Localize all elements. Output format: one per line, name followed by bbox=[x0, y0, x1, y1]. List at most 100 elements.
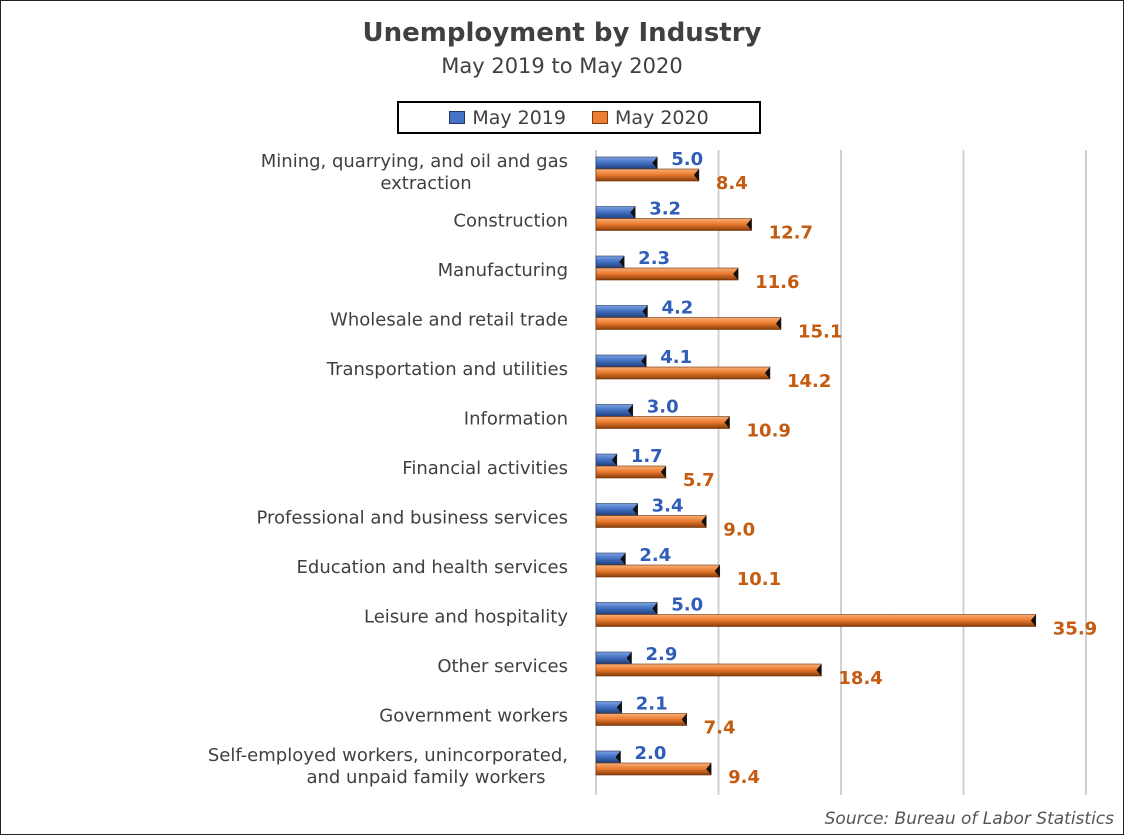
bar-may-2019-5 bbox=[595, 404, 634, 417]
bar-cap-1-10 bbox=[816, 664, 822, 676]
bar-cap-1-8 bbox=[714, 565, 720, 577]
bar-cap-0-4 bbox=[641, 355, 647, 367]
bar-cap-1-12 bbox=[706, 763, 712, 775]
bar-may-2019-10 bbox=[595, 651, 632, 665]
category-label-0: Mining, quarrying, and oil and gas extrac… bbox=[261, 151, 568, 194]
bar-cap-0-3 bbox=[642, 305, 648, 318]
bar-may-2019-3 bbox=[595, 305, 648, 318]
data-label-may-2019-2: 2.3 bbox=[638, 248, 670, 269]
bar-may-2020-8 bbox=[595, 564, 721, 578]
bar-cap-0-6 bbox=[611, 454, 617, 466]
category-label-6: Financial activities bbox=[402, 458, 568, 479]
category-label-line: extraction bbox=[380, 173, 471, 194]
data-label-may-2019-7: 3.4 bbox=[652, 496, 684, 517]
bar-may-2020-2 bbox=[595, 267, 739, 281]
bar-cap-1-5 bbox=[724, 416, 730, 429]
legend-label-may-2020: May 2020 bbox=[615, 106, 709, 129]
data-label-may-2019-8: 2.4 bbox=[639, 545, 671, 566]
bar-cap-0-12 bbox=[615, 751, 621, 763]
bar-may-2019-1 bbox=[595, 206, 636, 219]
bar-may-2020-9 bbox=[595, 614, 1037, 627]
category-label-3: Wholesale and retail trade bbox=[330, 310, 568, 331]
bar-may-2019-0 bbox=[595, 156, 658, 170]
chart-subtitle: May 2019 to May 2020 bbox=[441, 54, 683, 78]
data-label-may-2020-0: 8.4 bbox=[716, 173, 748, 194]
data-label-may-2020-4: 14.2 bbox=[787, 371, 831, 392]
bar-may-2020-3 bbox=[595, 317, 782, 330]
data-label-may-2020-2: 11.6 bbox=[755, 272, 799, 293]
bar-may-2020-4 bbox=[595, 366, 771, 380]
category-label-2: Manufacturing bbox=[438, 260, 568, 281]
data-label-may-2020-10: 18.4 bbox=[838, 668, 882, 689]
bar-cap-0-8 bbox=[620, 553, 626, 565]
legend-swatch-may-2019 bbox=[449, 111, 466, 124]
bar-may-2019-7 bbox=[595, 503, 638, 516]
data-label-may-2019-1: 3.2 bbox=[649, 199, 681, 220]
data-label-may-2020-11: 7.4 bbox=[704, 718, 736, 739]
bar-may-2020-12 bbox=[595, 762, 712, 776]
data-label-may-2019-11: 2.1 bbox=[636, 694, 668, 715]
bar-may-2020-10 bbox=[595, 663, 822, 677]
category-label-1: Construction bbox=[453, 211, 568, 232]
legend-item-may-2020: May 2020 bbox=[592, 107, 709, 129]
bar-may-2020-5 bbox=[595, 416, 730, 429]
data-label-may-2020-7: 9.0 bbox=[723, 520, 755, 541]
bar-cap-1-4 bbox=[764, 367, 770, 379]
bar-cap-1-3 bbox=[775, 317, 781, 330]
category-label-8: Education and health services bbox=[297, 557, 568, 578]
bar-cap-0-5 bbox=[627, 404, 633, 417]
data-label-may-2019-9: 5.0 bbox=[671, 595, 703, 616]
bar-may-2020-0 bbox=[595, 168, 700, 182]
bar-cap-1-11 bbox=[681, 713, 687, 726]
data-label-may-2019-6: 1.7 bbox=[631, 446, 663, 467]
category-label-7: Professional and business services bbox=[256, 508, 568, 529]
category-label-line: and unpaid family workers bbox=[306, 767, 545, 788]
category-label-11: Government workers bbox=[379, 706, 568, 727]
data-label-may-2019-4: 4.1 bbox=[660, 347, 692, 368]
data-label-may-2020-1: 12.7 bbox=[769, 223, 813, 244]
bar-may-2019-4 bbox=[595, 354, 647, 368]
legend-item-may-2019: May 2019 bbox=[449, 107, 566, 129]
legend-swatch-may-2020 bbox=[592, 111, 608, 124]
bar-may-2019-9 bbox=[595, 602, 658, 615]
bar-may-2020-7 bbox=[595, 515, 707, 528]
bar-cap-1-9 bbox=[1030, 614, 1036, 627]
data-label-may-2019-12: 2.0 bbox=[635, 743, 667, 764]
bar-cap-0-0 bbox=[652, 157, 658, 169]
source-note: Source: Bureau of Labor Statistics bbox=[824, 809, 1114, 829]
bar-may-2020-11 bbox=[595, 713, 687, 726]
data-label-may-2019-0: 5.0 bbox=[671, 149, 703, 170]
bar-cap-0-9 bbox=[652, 602, 658, 615]
bar-cap-1-0 bbox=[693, 169, 699, 181]
bar-may-2020-1 bbox=[595, 218, 752, 231]
chart-title: Unemployment by Industry bbox=[362, 18, 762, 48]
data-label-may-2019-5: 3.0 bbox=[647, 397, 679, 418]
data-label-may-2020-9: 35.9 bbox=[1053, 619, 1097, 640]
bar-cap-0-11 bbox=[616, 701, 622, 714]
category-label-line: Self-employed workers, unincorporated, bbox=[208, 745, 568, 766]
data-label-may-2020-3: 15.1 bbox=[798, 322, 842, 343]
data-label-may-2020-8: 10.1 bbox=[737, 569, 781, 590]
category-label-10: Other services bbox=[437, 656, 568, 677]
bar-cap-1-2 bbox=[733, 268, 739, 280]
bar-cap-0-10 bbox=[626, 652, 632, 664]
data-label-may-2019-10: 2.9 bbox=[646, 644, 678, 665]
legend-label-may-2019: May 2019 bbox=[472, 106, 566, 129]
category-label-4: Transportation and utilities bbox=[326, 359, 568, 380]
bar-may-2020-6 bbox=[595, 465, 667, 479]
data-label-may-2020-12: 9.4 bbox=[728, 767, 760, 788]
bar-cap-0-7 bbox=[632, 503, 638, 516]
category-label-5: Information bbox=[464, 409, 568, 430]
category-label-12: Self-employed workers, unincorporated, an… bbox=[208, 745, 568, 788]
category-label-line: Mining, quarrying, and oil and gas bbox=[261, 151, 568, 172]
category-label-9: Leisure and hospitality bbox=[364, 607, 568, 628]
data-label-may-2020-5: 10.9 bbox=[747, 421, 791, 442]
bar-cap-0-2 bbox=[619, 256, 625, 268]
bar-cap-1-1 bbox=[746, 218, 752, 231]
data-label-may-2019-3: 4.2 bbox=[661, 298, 693, 319]
bar-cap-0-1 bbox=[630, 206, 636, 219]
bar-cap-1-6 bbox=[660, 466, 666, 478]
chart-legend: May 2019 May 2020 bbox=[397, 101, 761, 134]
